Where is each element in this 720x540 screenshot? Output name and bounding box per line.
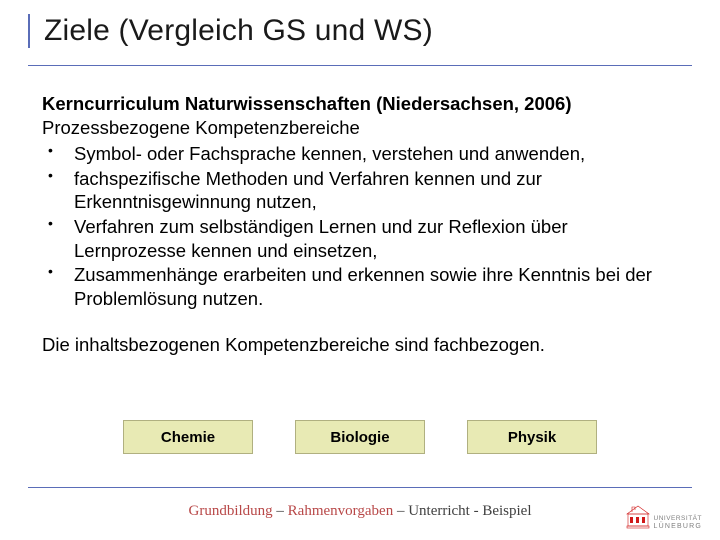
list-item: Symbol- oder Fachsprache kennen, versteh… [42, 142, 678, 166]
bullet-list: Symbol- oder Fachsprache kennen, versteh… [42, 142, 678, 311]
title-rule [28, 65, 692, 66]
footer-rule [28, 487, 692, 488]
content: Kerncurriculum Naturwissenschaften (Nied… [42, 92, 678, 357]
footer-p3: Unterricht - Beispiel [408, 503, 531, 519]
title-wrap: Ziele (Vergleich GS und WS) [28, 14, 692, 48]
logo-line2: LÜNEBURG [654, 523, 703, 530]
footer-text: Grundbildung – Rahmenvorgaben – Unterric… [0, 503, 720, 520]
list-item: Verfahren zum selbständigen Lernen und z… [42, 215, 678, 262]
logo-text: UNIVERSITÄT LÜNEBURG [654, 516, 703, 530]
subject-chemie: Chemie [123, 420, 253, 454]
logo-icon [626, 504, 650, 530]
list-item: fachspezifische Methoden und Verfahren k… [42, 167, 678, 214]
footer-p1: Grundbildung [189, 503, 273, 519]
list-item: Zusammenhänge erarbeiten und erkennen so… [42, 263, 678, 310]
subject-row: Chemie Biologie Physik [0, 420, 720, 454]
footer-sep2: – [393, 503, 408, 519]
heading-bold: Kerncurriculum Naturwissenschaften (Nied… [42, 92, 678, 116]
slide: Ziele (Vergleich GS und WS) Kerncurricul… [0, 0, 720, 540]
subheading: Prozessbezogene Kompetenzbereiche [42, 116, 678, 140]
subject-biologie: Biologie [295, 420, 425, 454]
footer-sep1: – [273, 503, 288, 519]
subject-physik: Physik [467, 420, 597, 454]
university-logo: UNIVERSITÄT LÜNEBURG [626, 504, 703, 530]
logo-line1: UNIVERSITÄT [654, 516, 703, 523]
closing-line: Die inhaltsbezogenen Kompetenzbereiche s… [42, 333, 678, 357]
page-title: Ziele (Vergleich GS und WS) [44, 14, 692, 48]
footer-p2: Rahmenvorgaben [288, 503, 394, 519]
